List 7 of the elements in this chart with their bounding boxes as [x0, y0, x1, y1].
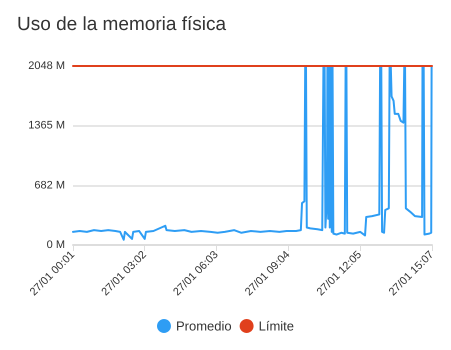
legend-label: Promedio — [176, 318, 232, 334]
y-tick-label: 1365 M — [28, 120, 65, 132]
legend-label: Límite — [258, 318, 294, 334]
y-tick-label: 682 M — [34, 179, 65, 192]
y-tick-label: 2048 M — [28, 60, 65, 72]
y-tick-label: 0 M — [46, 239, 65, 251]
chart-title: Uso de la memoria física — [17, 14, 227, 35]
